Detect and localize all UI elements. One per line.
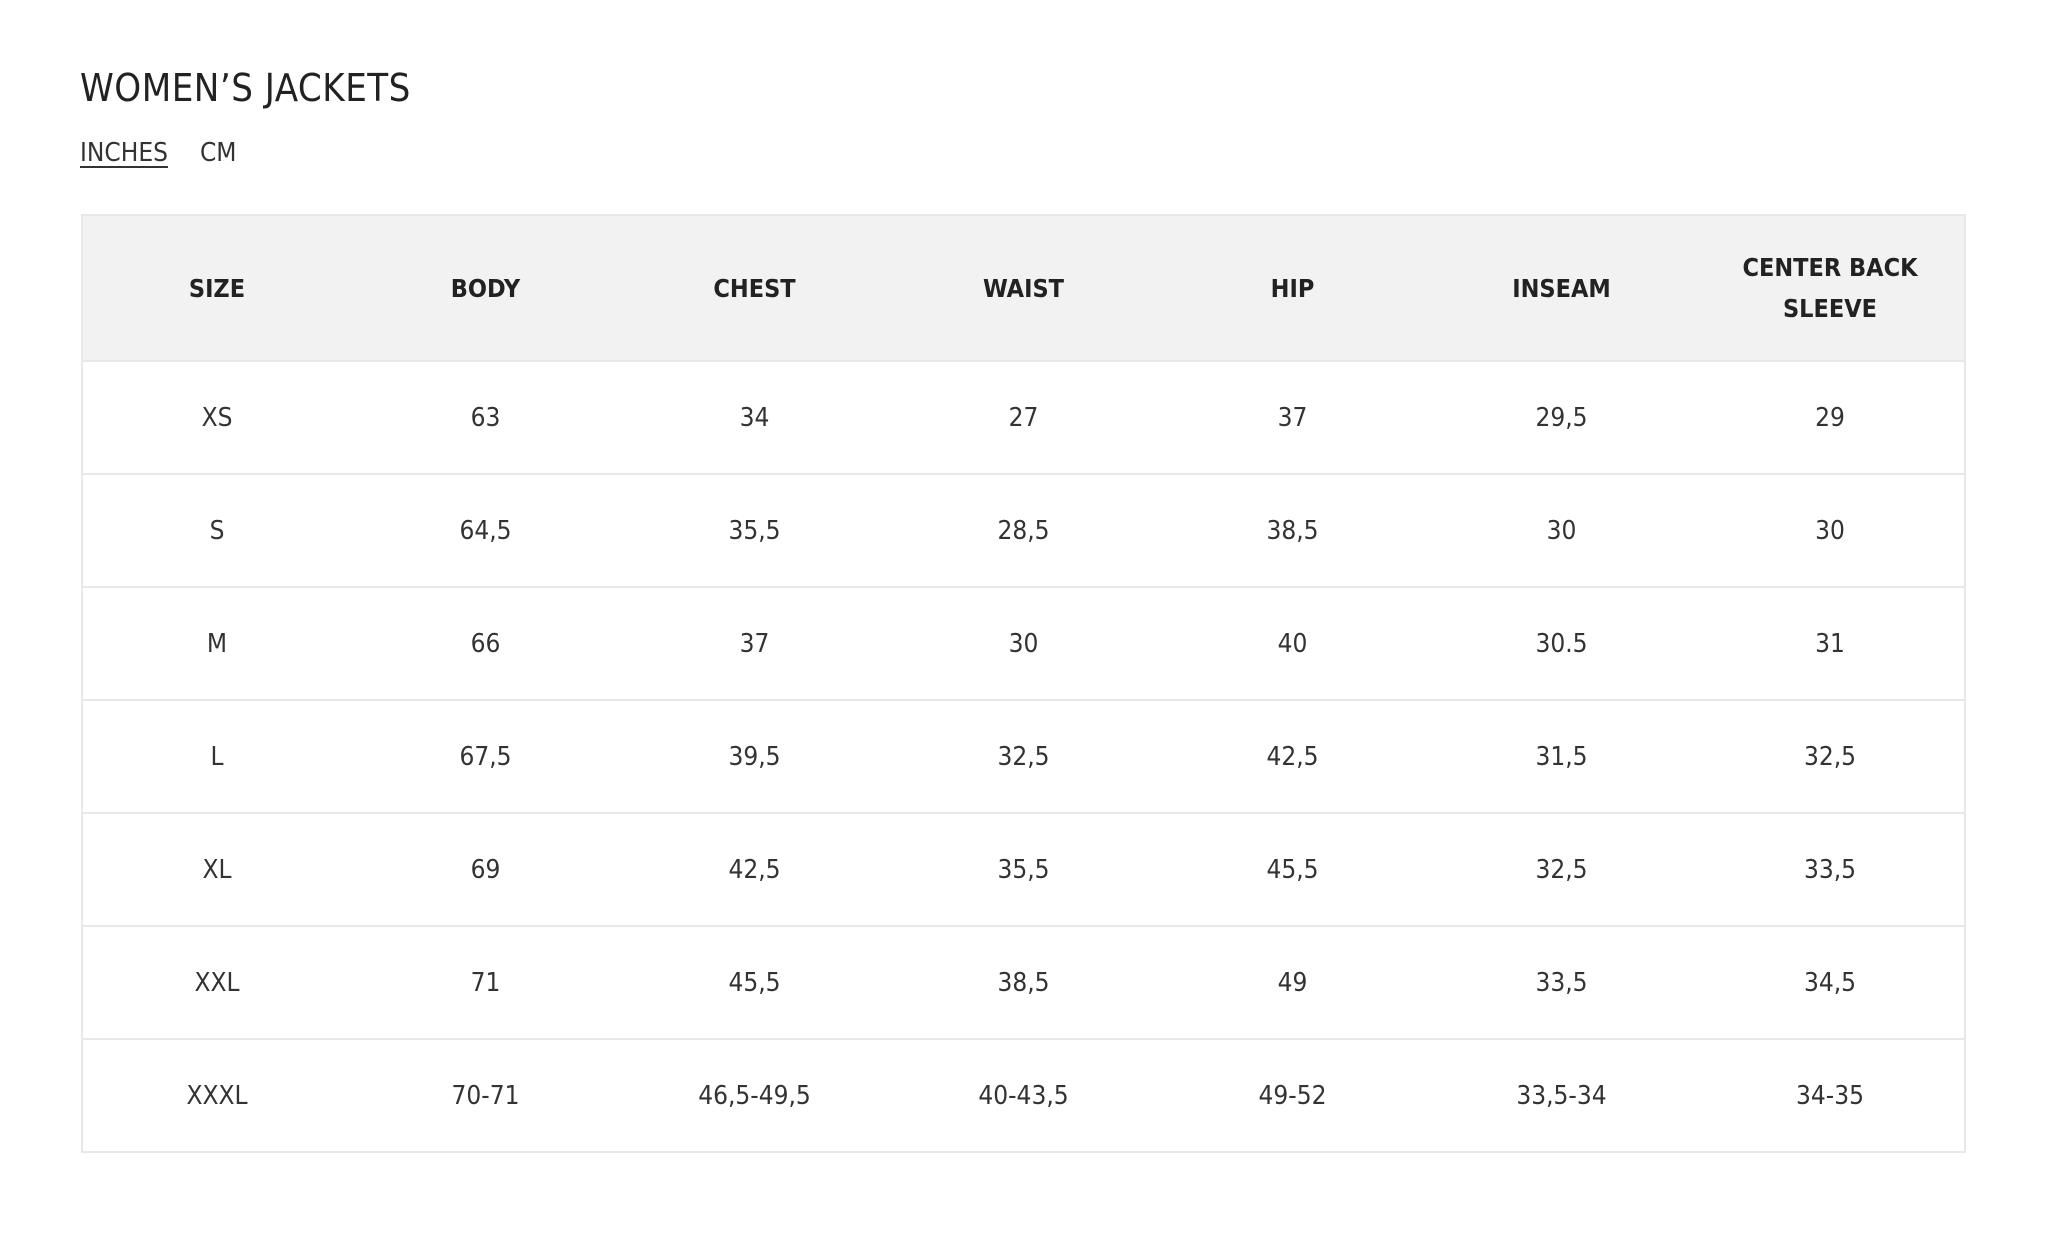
cell-center-back-sleeve: 34,5 [1696,925,1965,1039]
header-center-back-sleeve: CENTER BACK SLEEVE [1696,215,1965,361]
cell-hip: 42,5 [1158,699,1427,813]
cell-waist: 40-43,5 [889,1038,1158,1152]
cell-chest: 35,5 [620,473,889,587]
cell-inseam: 33,5-34 [1427,1038,1696,1152]
table-row: XXXL 70-71 46,5-49,5 40-43,5 49-52 33,5-34 34-… [82,1038,1965,1152]
cell-inseam: 30 [1427,473,1696,587]
cell-inseam: 30.5 [1427,586,1696,700]
header-size: SIZE [82,215,351,361]
cell-center-back-sleeve: 33,5 [1696,812,1965,926]
cell-waist: 32,5 [889,699,1158,813]
cell-size: M [82,586,351,700]
cell-inseam: 29,5 [1427,360,1696,474]
cell-size: S [82,473,351,587]
table-header-row: SIZE BODY CHEST WAIST HIP INSEAM CENTER … [82,215,1965,361]
cell-body: 63 [351,360,620,474]
cell-body: 66 [351,586,620,700]
cell-inseam: 31,5 [1427,699,1696,813]
cell-inseam: 33,5 [1427,925,1696,1039]
header-chest: CHEST [620,215,889,361]
cell-center-back-sleeve: 30 [1696,473,1965,587]
tab-cm[interactable]: CM [199,138,237,168]
table-row: XXL 71 45,5 38,5 49 33,5 34,5 [82,925,1965,1039]
cell-size: XL [82,812,351,926]
tab-inches[interactable]: INCHES [80,138,168,168]
cell-body: 70-71 [351,1038,620,1152]
cell-body: 64,5 [351,473,620,587]
cell-waist: 30 [889,586,1158,700]
cell-chest: 37 [620,586,889,700]
size-chart-table: SIZE BODY CHEST WAIST HIP INSEAM CENTER … [81,214,1966,1153]
cell-hip: 49 [1158,925,1427,1039]
cell-chest: 45,5 [620,925,889,1039]
cell-body: 67,5 [351,699,620,813]
cell-waist: 28,5 [889,473,1158,587]
cell-chest: 34 [620,360,889,474]
cell-size: XXXL [82,1038,351,1152]
cell-inseam: 32,5 [1427,812,1696,926]
cell-body: 69 [351,812,620,926]
cell-center-back-sleeve: 34-35 [1696,1038,1965,1152]
cell-chest: 39,5 [620,699,889,813]
cell-size: XXL [82,925,351,1039]
cell-center-back-sleeve: 32,5 [1696,699,1965,813]
table-row: M 66 37 30 40 30.5 31 [82,586,1965,700]
page-title: WOMEN’S JACKETS [80,66,411,110]
table-row: XL 69 42,5 35,5 45,5 32,5 33,5 [82,812,1965,926]
header-waist: WAIST [889,215,1158,361]
cell-center-back-sleeve: 29 [1696,360,1965,474]
header-inseam: INSEAM [1427,215,1696,361]
cell-hip: 38,5 [1158,473,1427,587]
cell-hip: 49-52 [1158,1038,1427,1152]
cell-hip: 37 [1158,360,1427,474]
table-row: S 64,5 35,5 28,5 38,5 30 30 [82,473,1965,587]
cell-waist: 35,5 [889,812,1158,926]
cell-chest: 46,5-49,5 [620,1038,889,1152]
cell-size: L [82,699,351,813]
cell-size: XS [82,360,351,474]
table-row: L 67,5 39,5 32,5 42,5 31,5 32,5 [82,699,1965,813]
cell-center-back-sleeve: 31 [1696,586,1965,700]
unit-toggle: INCHES CM [80,138,236,168]
cell-hip: 45,5 [1158,812,1427,926]
cell-hip: 40 [1158,586,1427,700]
cell-waist: 38,5 [889,925,1158,1039]
header-hip: HIP [1158,215,1427,361]
cell-body: 71 [351,925,620,1039]
header-body: BODY [351,215,620,361]
table-row: XS 63 34 27 37 29,5 29 [82,360,1965,474]
cell-chest: 42,5 [620,812,889,926]
cell-waist: 27 [889,360,1158,474]
